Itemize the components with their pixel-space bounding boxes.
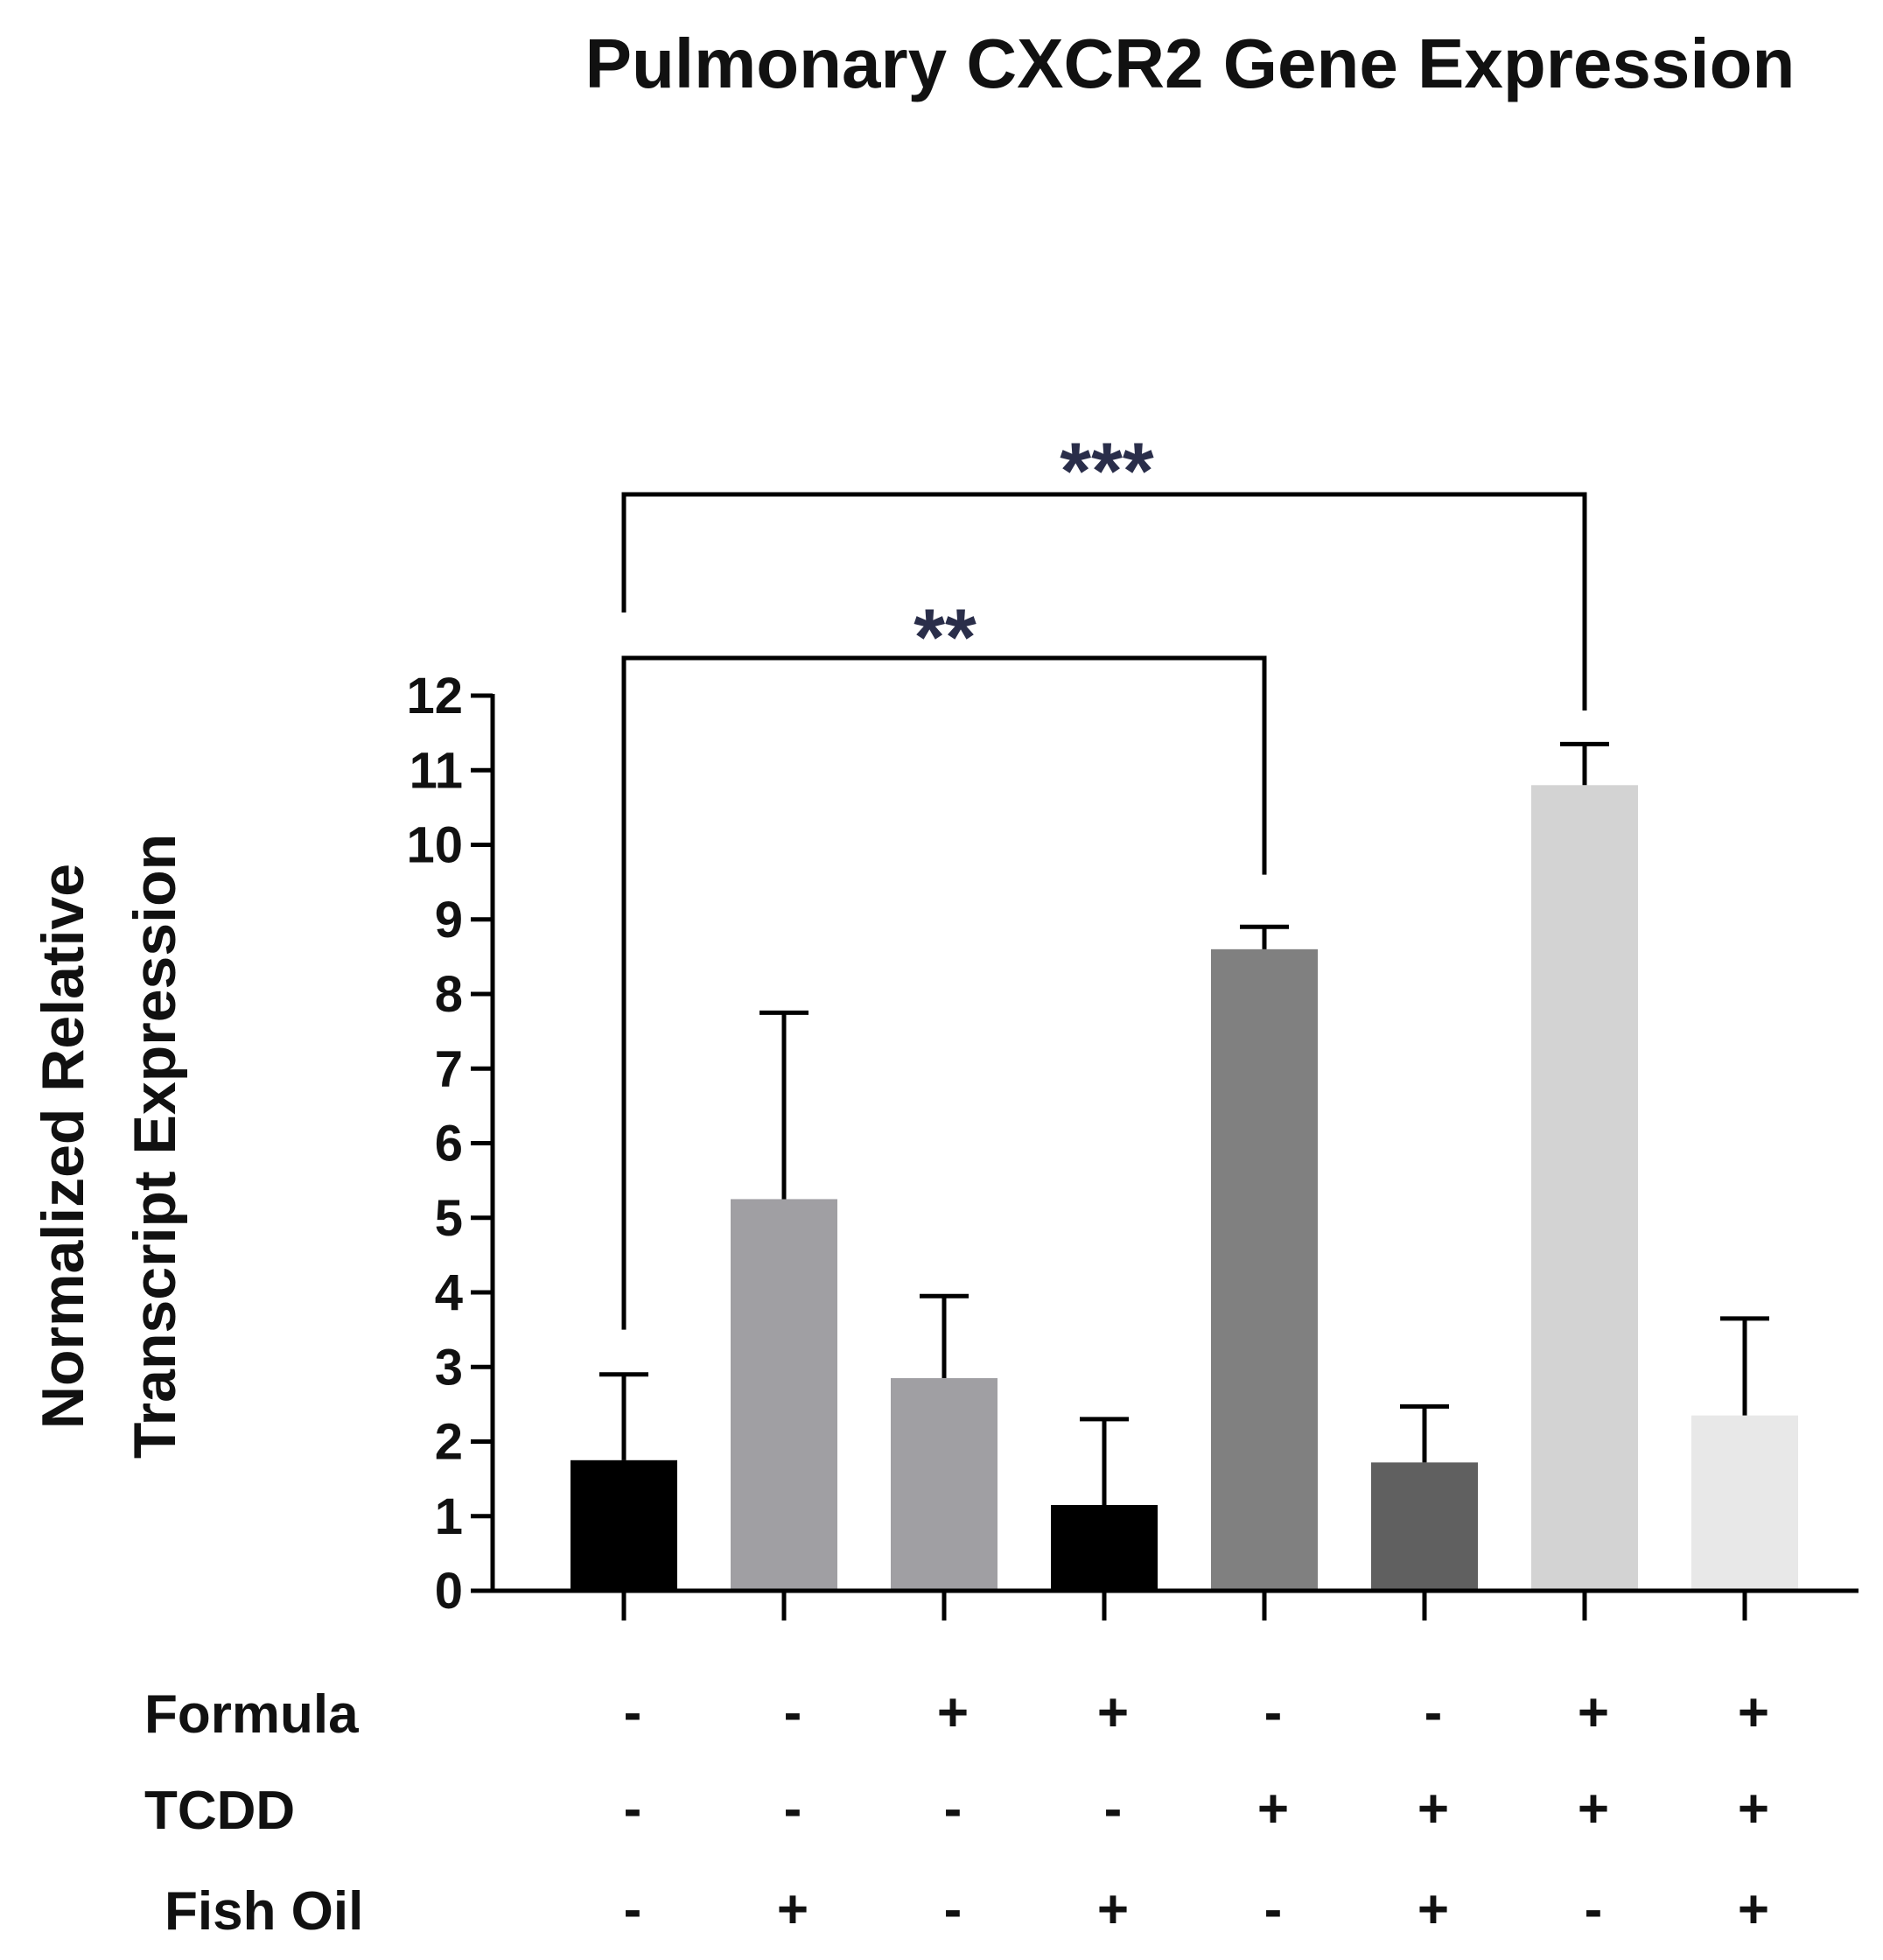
condition-sign-1-3: + (937, 1683, 969, 1743)
significance-bracket-1 (621, 655, 1267, 1330)
bar-8 (1691, 1415, 1798, 1591)
y-tick-label-4: 4 (435, 1264, 463, 1321)
condition-sign-1-4: + (1097, 1683, 1129, 1743)
bar-6 (1371, 1462, 1478, 1591)
condition-sign-3-7: - (1585, 1880, 1603, 1940)
significance-bracket-2 (621, 492, 1587, 711)
condition-sign-2-7: + (1578, 1779, 1609, 1839)
y-tick-label-11: 11 (410, 742, 463, 799)
condition-sign-2-3: - (944, 1779, 962, 1839)
condition-sign-3-6: + (1418, 1880, 1449, 1940)
condition-sign-2-6: + (1418, 1779, 1449, 1839)
condition-sign-2-8: + (1738, 1779, 1769, 1839)
significance-annotations: ***** (621, 427, 1587, 1330)
y-tick-label-9: 9 (435, 892, 463, 948)
error-bars-layer (599, 741, 1769, 1505)
condition-sign-1-2: - (784, 1683, 802, 1743)
y-tick-label-6: 6 (435, 1116, 463, 1172)
condition-sign-3-3: - (944, 1880, 962, 1940)
condition-sign-2-1: - (624, 1779, 642, 1839)
y-tick-label-5: 5 (435, 1190, 463, 1247)
condition-sign-1-5: - (1264, 1683, 1283, 1743)
condition-sign-3-5: - (1264, 1880, 1283, 1940)
bars-layer (570, 785, 1798, 1591)
condition-sign-3-4: + (1097, 1880, 1129, 1940)
condition-sign-2-5: + (1257, 1779, 1289, 1839)
y-axis-label-line-1: Normalized Relative (30, 864, 96, 1429)
y-tick-label-3: 3 (435, 1339, 463, 1396)
y-tick-label-1: 1 (435, 1488, 463, 1545)
y-tick-label-8: 8 (435, 966, 463, 1023)
condition-label-1: Formula (144, 1684, 359, 1745)
y-tick-label-2: 2 (435, 1414, 463, 1471)
condition-sign-2-4: - (1104, 1779, 1123, 1839)
condition-sign-3-8: + (1738, 1880, 1769, 1940)
chart-title: Pulmonary CXCR2 Gene Expression (585, 24, 1796, 102)
bar-1 (570, 1460, 677, 1591)
bar-3 (891, 1378, 998, 1591)
condition-sign-1-7: + (1578, 1683, 1609, 1743)
bar-5 (1211, 948, 1318, 1591)
y-tick-label-0: 0 (435, 1563, 463, 1620)
condition-label-2: TCDD (144, 1781, 295, 1841)
bar-7 (1531, 785, 1638, 1591)
bar-2 (731, 1199, 837, 1591)
y-axis-label-line-2: Transcript Expression (122, 834, 188, 1459)
condition-table: Formula - - + + - - + + TCDD - - - - + + + + Fish Oil - + - + -… (144, 1683, 1769, 1942)
y-tick-label-10: 10 (406, 817, 463, 874)
condition-sign-3-1: - (624, 1880, 642, 1940)
condition-sign-3-2: + (777, 1880, 808, 1940)
condition-label-3: Fish Oil (164, 1881, 363, 1942)
condition-sign-2-2: - (784, 1779, 802, 1839)
condition-sign-1-8: + (1738, 1683, 1769, 1743)
significance-label-1: ** (914, 593, 976, 682)
significance-label-2: *** (1060, 427, 1154, 516)
condition-sign-1-1: - (624, 1683, 642, 1743)
y-tick-label-12: 12 (406, 668, 463, 724)
bar-4 (1051, 1504, 1158, 1591)
condition-sign-1-6: - (1424, 1683, 1443, 1743)
y-tick-label-7: 7 (435, 1040, 463, 1097)
